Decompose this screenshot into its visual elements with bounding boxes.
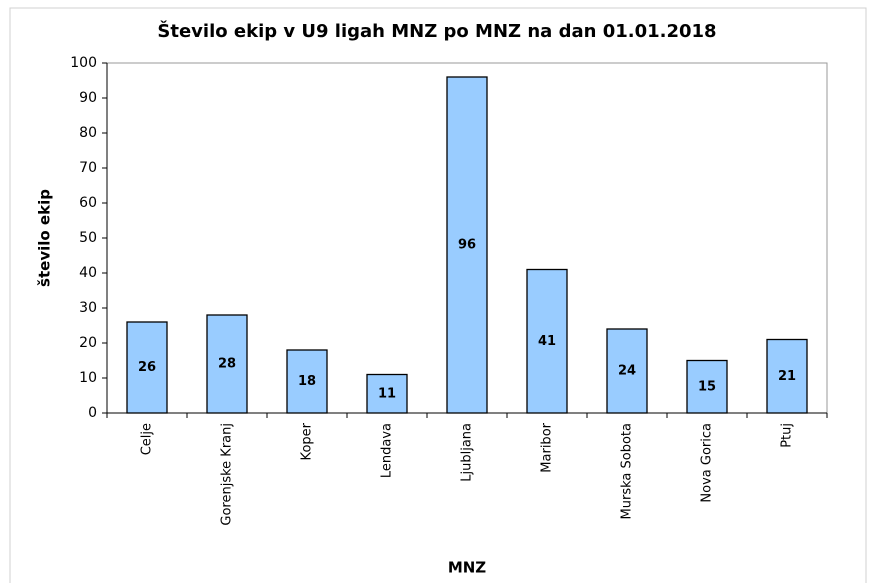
value-label: 21 xyxy=(778,369,796,384)
value-label: 96 xyxy=(458,238,476,253)
value-label: 26 xyxy=(138,360,156,375)
bar xyxy=(286,349,328,414)
y-tick-label: 80 xyxy=(79,125,97,141)
chart-title: Število ekip v U9 ligah MNZ po MNZ na da… xyxy=(157,20,716,42)
y-tick-label: 40 xyxy=(79,265,97,281)
x-axis-title: MNZ xyxy=(448,559,486,577)
value-label: 24 xyxy=(618,364,636,379)
x-tick-label: Ljubljana xyxy=(460,423,475,482)
value-label: 28 xyxy=(218,357,236,372)
x-tick-label: Murska Sobota xyxy=(620,423,635,519)
chart-frame xyxy=(9,7,867,583)
y-tick-label: 90 xyxy=(79,90,97,106)
bar xyxy=(766,338,808,414)
bar xyxy=(126,321,168,414)
value-label: 15 xyxy=(698,379,716,394)
bar xyxy=(446,76,488,414)
y-tick-label: 60 xyxy=(79,195,97,211)
x-tick-label: Maribor xyxy=(540,422,555,472)
x-tick-label: Gorenjske Kranj xyxy=(220,423,235,526)
value-label: 11 xyxy=(378,386,396,401)
bar xyxy=(366,373,408,414)
y-axis-title: število ekip xyxy=(36,189,54,287)
x-tick-label: Nova Gorica xyxy=(700,423,715,503)
value-label: 18 xyxy=(298,374,316,389)
bar xyxy=(686,359,728,414)
y-tick-label: 20 xyxy=(79,335,97,351)
bar xyxy=(606,328,648,414)
value-label: 41 xyxy=(538,334,556,349)
bar xyxy=(526,268,568,414)
x-tick-label: Celje xyxy=(140,423,155,455)
y-tick-label: 100 xyxy=(70,55,97,71)
y-tick-label: 30 xyxy=(79,300,97,316)
x-tick-label: Ptuj xyxy=(780,423,795,448)
x-tick-label: Koper xyxy=(300,422,315,460)
bar xyxy=(206,314,248,414)
y-tick-label: 50 xyxy=(79,230,97,246)
y-tick-label: 70 xyxy=(79,160,97,176)
y-tick-label: 0 xyxy=(88,405,97,421)
x-tick-label: Lendava xyxy=(380,423,395,478)
y-tick-label: 10 xyxy=(79,370,97,386)
